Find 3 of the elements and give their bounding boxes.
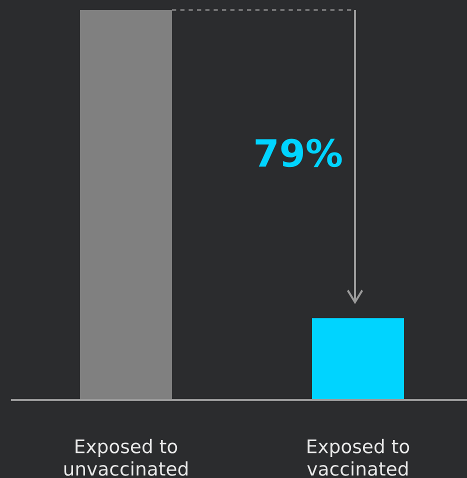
x-tick-label: Exposed to vaccinated	[307, 438, 410, 476]
annotation: 79%	[256, 138, 342, 168]
x-tick-label: Exposed to unvaccinated	[64, 438, 188, 476]
